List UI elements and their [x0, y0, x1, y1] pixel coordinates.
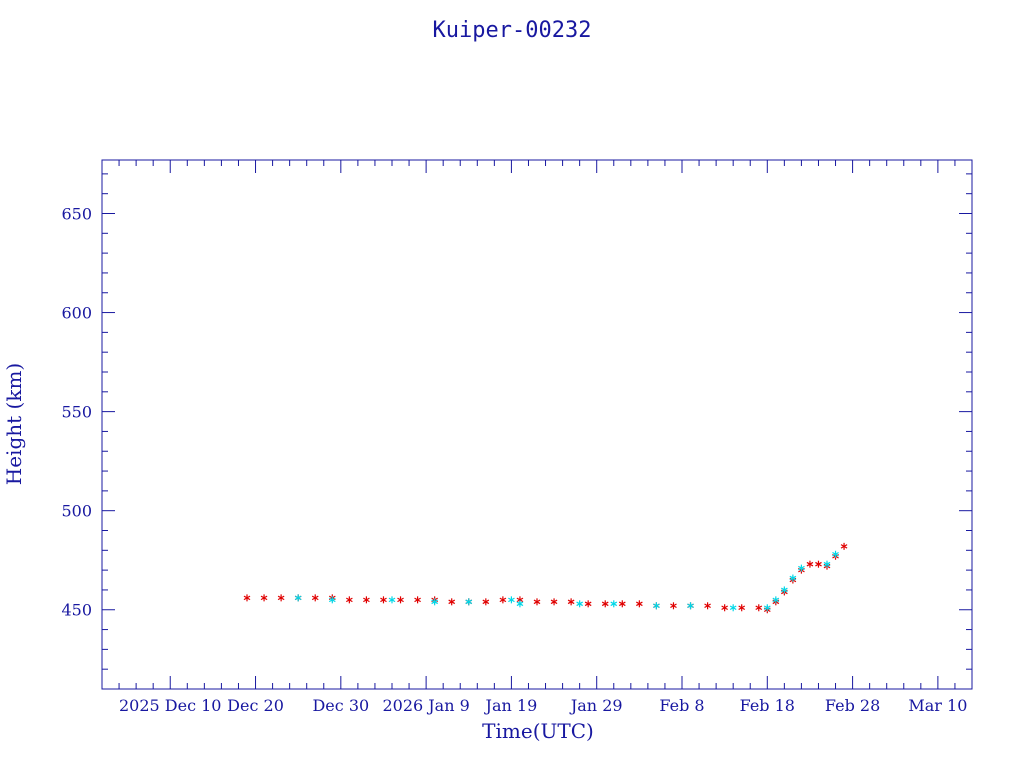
x-tick-label: Jan 29 [569, 696, 623, 715]
y-tick-label: 600 [61, 304, 92, 323]
data-point [431, 598, 438, 606]
data-point [618, 600, 626, 608]
data-point [738, 604, 746, 612]
y-axis: 450 500 550 600 650 [61, 173, 972, 690]
data-point [610, 600, 618, 608]
x-tick-label: 2026 Jan 9 [382, 696, 469, 715]
x-tick-label: Dec 30 [312, 696, 369, 715]
data-points [243, 542, 848, 614]
data-point [670, 602, 677, 610]
x-tick-label: Feb 8 [659, 696, 704, 715]
x-tick-label: Feb 18 [740, 696, 795, 715]
x-axis-label: Time(UTC) [482, 719, 594, 743]
data-point [584, 600, 592, 608]
data-point [653, 602, 660, 610]
data-point [533, 598, 541, 606]
data-point [781, 586, 788, 594]
data-point [832, 550, 839, 558]
x-axis: 2025 Dec 10 Dec 20 Dec 30 2026 Jan 9 Jan 19 J… [101, 160, 973, 715]
data-point [311, 594, 319, 602]
data-point [721, 604, 728, 612]
data-point [448, 598, 456, 606]
data-point [601, 600, 609, 608]
data-point [755, 604, 763, 612]
x-tick-label: Mar 10 [908, 696, 967, 715]
data-point [687, 602, 694, 610]
data-point [567, 598, 575, 606]
data-point [346, 596, 353, 604]
data-point [789, 574, 797, 582]
x-tick-label: Feb 28 [825, 696, 880, 715]
data-point [414, 596, 421, 604]
y-tick-label: 500 [61, 502, 92, 521]
data-point [763, 604, 771, 612]
data-point [388, 596, 396, 604]
data-point [294, 594, 302, 602]
plot-frame [101, 159, 973, 690]
data-point [798, 564, 805, 572]
data-point [516, 600, 524, 608]
data-point [260, 594, 268, 602]
data-point [550, 598, 558, 606]
data-point [363, 596, 370, 604]
data-point [465, 598, 473, 606]
data-point [482, 598, 490, 606]
data-point [576, 600, 583, 608]
data-point [840, 542, 848, 550]
data-point [704, 602, 711, 610]
data-point [815, 560, 822, 568]
data-point [729, 604, 737, 612]
data-point [636, 600, 643, 608]
data-point [380, 596, 387, 604]
data-point [499, 596, 507, 604]
y-tick-label: 650 [61, 204, 92, 223]
x-tick-label: Jan 19 [484, 696, 538, 715]
data-point [277, 594, 285, 602]
x-tick-label: Dec 20 [227, 696, 284, 715]
chart-title: Kuiper-00232 [433, 18, 592, 43]
data-point [806, 560, 814, 568]
data-point [328, 596, 336, 604]
data-point [397, 596, 404, 604]
data-point [823, 560, 831, 568]
y-tick-label: 450 [61, 601, 92, 620]
data-point [772, 596, 780, 604]
y-tick-label: 550 [61, 403, 92, 422]
data-point [243, 594, 251, 602]
x-tick-label: 2025 Dec 10 [119, 696, 222, 715]
y-axis-label: Height (km) [2, 363, 26, 485]
data-point [508, 596, 515, 604]
